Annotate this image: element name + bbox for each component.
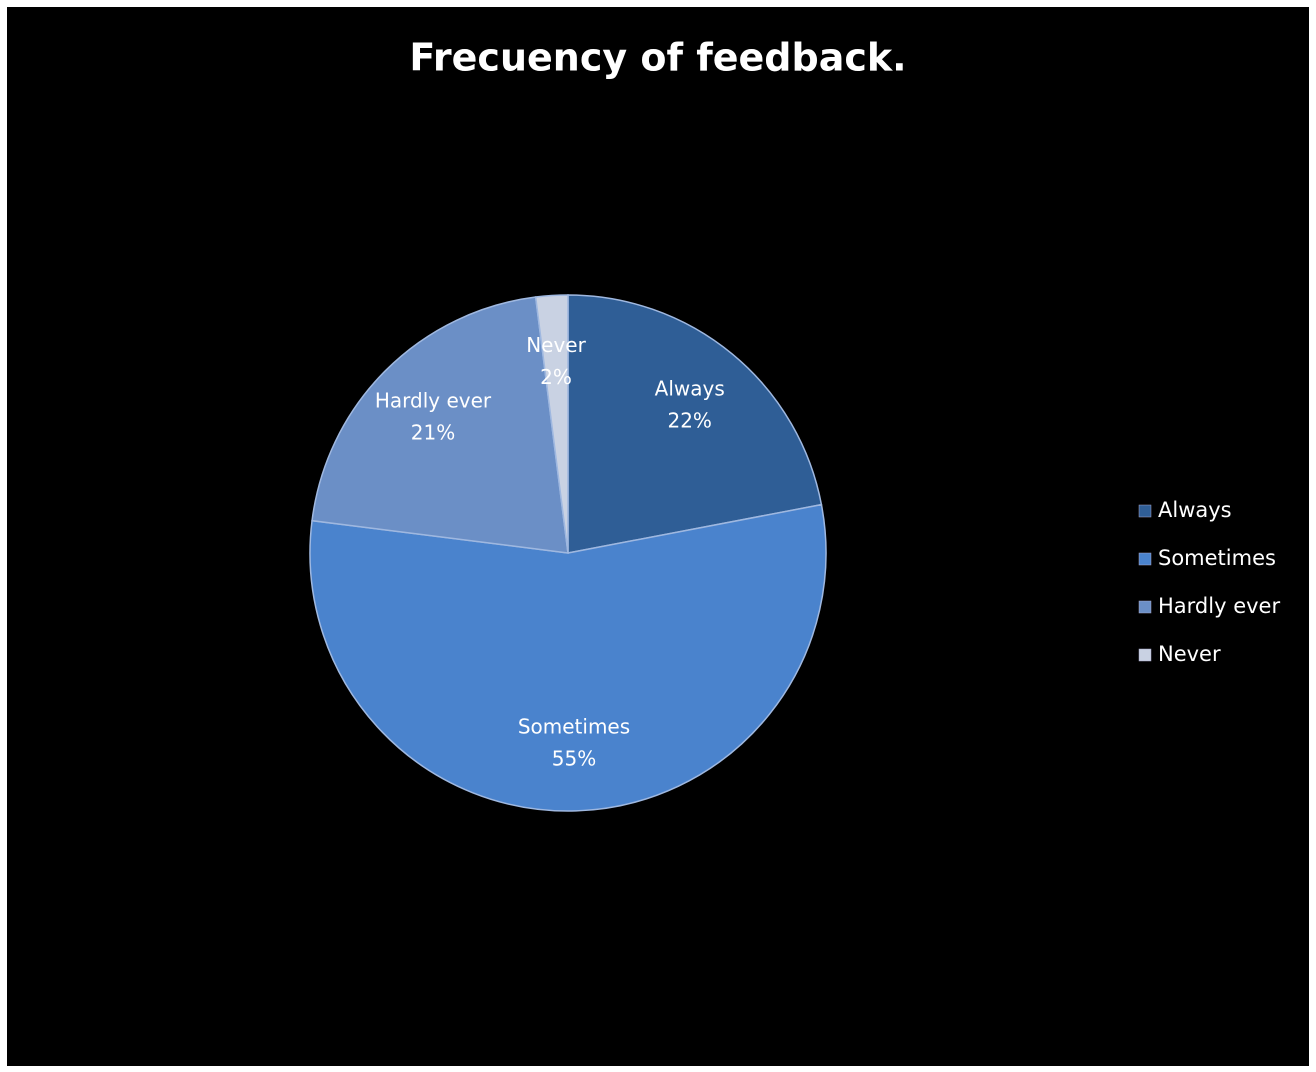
legend-label: Sometimes: [1158, 546, 1276, 570]
data-label-value: 21%: [411, 420, 455, 444]
chart-title: Frecuency of feedback.: [409, 36, 906, 80]
pie-slice: [311, 296, 569, 554]
data-label-category: Sometimes: [518, 714, 630, 738]
data-label-category: Always: [655, 376, 725, 400]
data-label-category: Never: [526, 333, 586, 357]
legend-swatch: [1138, 552, 1152, 566]
legend-label: Hardly ever: [1158, 594, 1280, 618]
pie-slice: [534, 294, 569, 554]
legend-swatch: [1138, 504, 1152, 518]
data-label-category: Hardly ever: [375, 388, 492, 412]
data-label-value: 55%: [552, 746, 596, 770]
legend-swatch: [1138, 600, 1152, 614]
data-label-value: 22%: [667, 408, 711, 432]
legend-label: Always: [1158, 498, 1232, 522]
pie-slice: [309, 503, 827, 812]
pie-slice: [567, 294, 823, 554]
legend-swatch: [1138, 648, 1152, 662]
data-label-value: 2%: [540, 365, 572, 389]
legend-label: Never: [1158, 642, 1221, 666]
